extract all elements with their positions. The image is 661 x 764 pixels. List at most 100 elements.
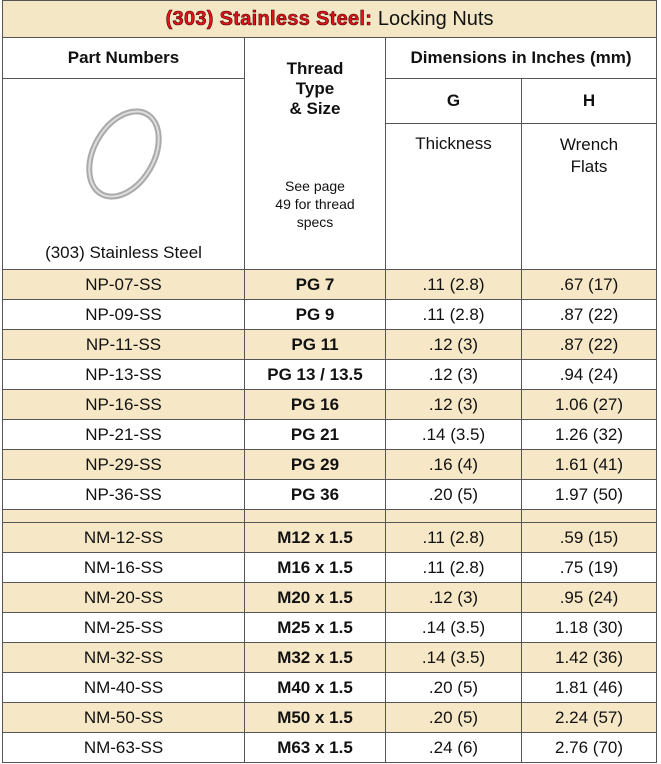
wrench-flats: .75 (19) [522,553,657,583]
part-number: NP-16-SS [3,390,245,420]
title-brand: (303) Stainless Steel: [166,8,373,30]
spacer-cell [522,510,657,523]
part-number: NP-36-SS [3,480,245,510]
thread-size: PG 16 [245,390,386,420]
thread-size: PG 13 / 13.5 [245,360,386,390]
wrench-flats: 1.26 (32) [522,420,657,450]
thickness: .14 (3.5) [386,643,522,673]
wrench-flats: .59 (15) [522,523,657,553]
thickness: .12 (3) [386,390,522,420]
part-number: NP-09-SS [3,300,245,330]
part-number: NM-40-SS [3,673,245,703]
spacer-cell [3,510,245,523]
part-number: NP-21-SS [3,420,245,450]
part-number: NM-16-SS [3,553,245,583]
thread-size: PG 36 [245,480,386,510]
thickness: .12 (3) [386,360,522,390]
thread-size: PG 9 [245,300,386,330]
thread-size: PG 11 [245,330,386,360]
thread-size: M20 x 1.5 [245,583,386,613]
thickness: .11 (2.8) [386,523,522,553]
spacer-row [3,510,657,523]
spec-table-wrap: (303) Stainless Steel: Locking Nuts Part… [2,0,656,762]
thickness: .11 (2.8) [386,300,522,330]
page: (303) Stainless Steel: Locking Nuts Part… [0,0,661,764]
wrench-flats: .67 (17) [522,270,657,300]
wrench-flats: 1.61 (41) [522,450,657,480]
g-desc: Thickness [386,124,522,270]
thickness: .20 (5) [386,703,522,733]
wrench-flats: 1.97 (50) [522,480,657,510]
part-number: NM-20-SS [3,583,245,613]
thread-size: M25 x 1.5 [245,613,386,643]
part-number: NM-25-SS [3,613,245,643]
image-cell: (303) Stainless Steel [3,79,245,270]
h-desc: Wrench Flats [522,124,657,270]
spec-table: (303) Stainless Steel: Locking Nuts Part… [2,0,657,763]
title-rest: Locking Nuts [378,8,494,30]
thread-size: PG 7 [245,270,386,300]
thickness: .12 (3) [386,330,522,360]
part-number: NM-12-SS [3,523,245,553]
title-bar: (303) Stainless Steel: Locking Nuts [3,1,657,38]
wrench-flats: 1.06 (27) [522,390,657,420]
thickness: .11 (2.8) [386,553,522,583]
spacer-cell [386,510,522,523]
part-number: NM-63-SS [3,733,245,763]
thread-note: See page 49 for thread specs [245,177,385,235]
part-number: NM-50-SS [3,703,245,733]
wrench-flats: 1.18 (30) [522,613,657,643]
image-caption: (303) Stainless Steel [45,243,202,262]
thread-cell: Type & Size See page 49 for thread specs [245,79,386,270]
part-number: NM-32-SS [3,643,245,673]
thickness: .20 (5) [386,480,522,510]
col-header: Thread [245,38,386,79]
thickness: .16 (4) [386,450,522,480]
thickness: .14 (3.5) [386,613,522,643]
wrench-flats: 2.76 (70) [522,733,657,763]
thread-size: M63 x 1.5 [245,733,386,763]
thickness: .11 (2.8) [386,270,522,300]
wrench-flats: 1.81 (46) [522,673,657,703]
thickness: .20 (5) [386,673,522,703]
part-number: NP-07-SS [3,270,245,300]
col-header: Part Numbers [3,38,245,79]
thread-size: M40 x 1.5 [245,673,386,703]
thickness: .24 (6) [386,733,522,763]
part-number: NP-13-SS [3,360,245,390]
thread-size: M12 x 1.5 [245,523,386,553]
wrench-flats: .87 (22) [522,330,657,360]
locking-nut-image [64,99,184,209]
thickness: .12 (3) [386,583,522,613]
g-header: G [386,79,522,124]
thread-size: M16 x 1.5 [245,553,386,583]
part-number: NP-29-SS [3,450,245,480]
wrench-flats: .94 (24) [522,360,657,390]
thread-size: M32 x 1.5 [245,643,386,673]
part-number: NP-11-SS [3,330,245,360]
wrench-flats: 1.42 (36) [522,643,657,673]
spacer-cell [245,510,386,523]
wrench-flats: .95 (24) [522,583,657,613]
thread-size: PG 21 [245,420,386,450]
thread-size: PG 29 [245,450,386,480]
h-header: H [522,79,657,124]
col-header: Dimensions in Inches (mm) [386,38,657,79]
thread-sub: Type & Size [245,79,385,119]
